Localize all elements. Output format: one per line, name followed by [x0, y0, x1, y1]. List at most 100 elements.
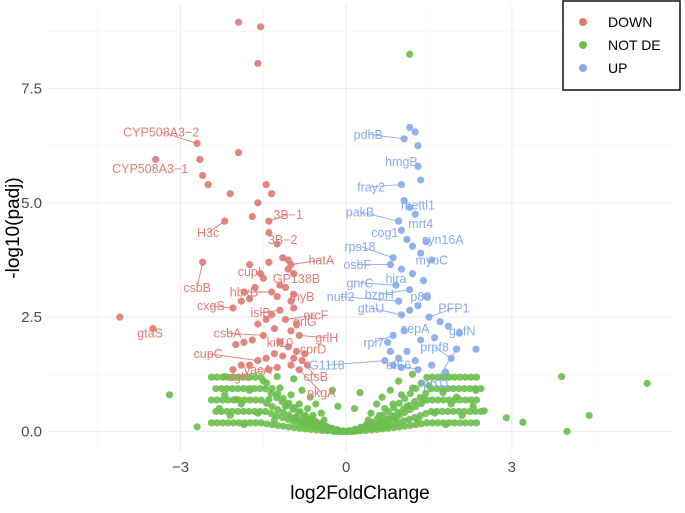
point-not-de	[416, 412, 424, 420]
point-not-de	[193, 423, 201, 431]
points	[116, 18, 651, 436]
point-not-de	[585, 411, 593, 420]
label-leader-line	[290, 259, 322, 266]
point-down	[268, 190, 276, 198]
point-down	[268, 311, 276, 319]
y-tick-label: 7.5	[21, 81, 42, 98]
legend-marker-down	[579, 18, 587, 26]
point-up	[406, 306, 414, 314]
point-not-de	[444, 407, 452, 416]
point-not-de	[252, 419, 260, 427]
point-not-de	[434, 396, 442, 404]
point-up	[422, 292, 430, 301]
point-not-de	[471, 384, 480, 393]
point-not-de	[334, 402, 342, 410]
point-not-de	[306, 393, 314, 401]
gene-label: cprD	[300, 343, 326, 357]
gene-label: pakB	[346, 206, 375, 220]
point-not-de	[557, 372, 566, 381]
point-not-de	[433, 407, 441, 416]
point-not-de	[456, 396, 464, 404]
gene-label: cog1	[371, 226, 398, 240]
gene-label: rpl7	[363, 336, 384, 350]
gene-label: kif10	[267, 336, 293, 350]
point-not-de	[217, 407, 225, 416]
point-down	[259, 274, 267, 282]
point-not-de	[563, 427, 571, 436]
point-up	[414, 162, 422, 170]
gene-label: grlG	[293, 315, 317, 329]
label-leader-line	[227, 332, 264, 336]
point-down	[265, 228, 273, 237]
point-not-de	[229, 419, 238, 427]
point-down	[262, 180, 270, 189]
point-down	[287, 361, 295, 369]
point-down	[284, 343, 292, 351]
point-not-de	[217, 384, 225, 393]
point-not-de	[213, 419, 221, 427]
label-leader-line	[379, 289, 410, 295]
gene-label: osbF	[343, 258, 371, 272]
point-not-de	[356, 423, 365, 431]
point-up	[408, 242, 417, 250]
point-not-de	[422, 410, 430, 418]
label-leader-line	[340, 296, 399, 302]
point-down	[284, 265, 292, 273]
point-up	[455, 329, 463, 337]
point-not-de	[428, 373, 436, 381]
label-leader-line	[299, 334, 327, 339]
gene-label: GP138B	[273, 272, 320, 286]
point-not-de	[239, 407, 248, 416]
point-down	[234, 148, 243, 157]
label-leader-line	[210, 305, 234, 309]
point-not-de	[423, 419, 431, 427]
gene-label: gefN	[449, 324, 475, 338]
point-down	[276, 338, 284, 346]
point-not-de	[239, 384, 248, 393]
point-not-de	[235, 373, 243, 381]
point-down	[301, 350, 309, 358]
point-down	[240, 338, 248, 346]
point-not-de	[412, 384, 420, 393]
point-not-de	[386, 386, 394, 394]
point-up	[406, 123, 414, 132]
point-not-de	[411, 413, 419, 422]
point-down	[265, 258, 273, 266]
point-not-de	[438, 384, 446, 393]
point-not-de	[290, 375, 298, 383]
legend: DOWN NOT DE UP	[562, 0, 681, 91]
point-down	[292, 347, 301, 356]
point-not-de	[461, 373, 470, 381]
point-down	[290, 354, 298, 362]
point-not-de	[422, 389, 430, 397]
point-not-de	[257, 419, 265, 427]
gene-label: PFP1	[438, 302, 469, 316]
point-up	[384, 338, 392, 346]
point-not-de	[250, 384, 259, 393]
point-not-de	[412, 421, 420, 429]
point-not-de	[444, 384, 452, 393]
legend-label: DOWN	[608, 14, 652, 30]
y-axis-title: -log10(padj)	[3, 177, 24, 278]
point-down	[279, 352, 287, 360]
point-up	[411, 210, 419, 218]
point-not-de	[445, 396, 453, 404]
point-not-de	[427, 407, 435, 416]
point-down	[245, 361, 254, 369]
point-not-de	[257, 396, 265, 404]
point-not-de	[298, 386, 306, 394]
point-not-de	[439, 396, 447, 404]
point-down	[292, 320, 301, 328]
point-down	[199, 171, 207, 180]
point-not-de	[502, 414, 510, 422]
point-not-de	[450, 373, 459, 381]
point-not-de	[246, 396, 254, 404]
point-down	[204, 180, 212, 189]
point-up	[389, 361, 397, 369]
point-not-de	[449, 384, 457, 393]
gene-label: thyB	[290, 290, 315, 304]
point-up	[400, 327, 408, 335]
point-not-de	[274, 390, 282, 398]
gene-label: nutf2	[327, 290, 355, 304]
